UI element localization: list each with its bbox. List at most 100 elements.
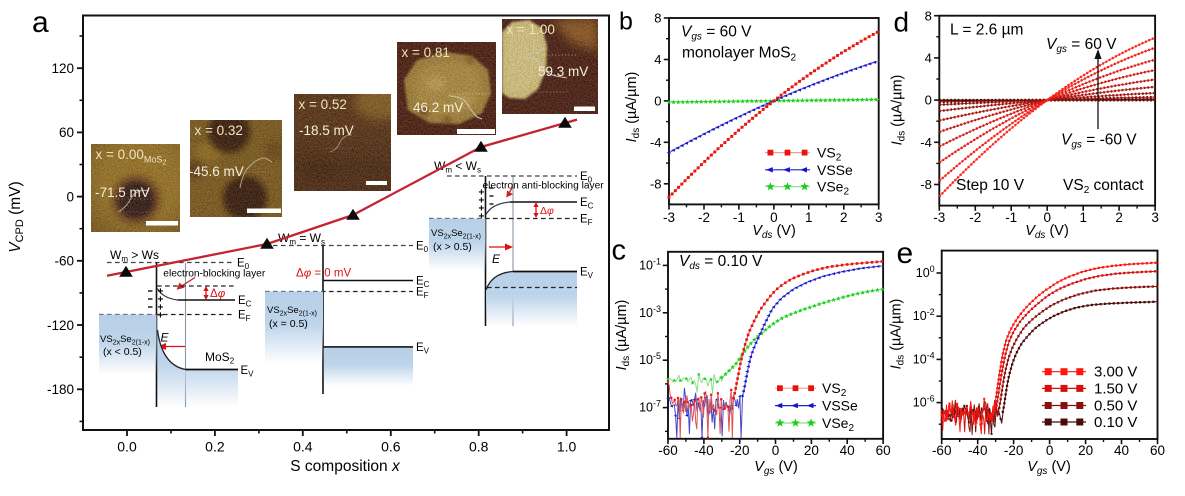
- svg-text:VS2 contact: VS2 contact: [1063, 177, 1144, 196]
- svg-text:-71.5 mV: -71.5 mV: [95, 185, 150, 200]
- svg-text:Ids (µA/µm): Ids (µA/µm): [890, 75, 908, 146]
- svg-text:1: 1: [1079, 210, 1087, 225]
- svg-text:Wm > Ws: Wm > Ws: [110, 248, 159, 264]
- svg-text:59.3 mV: 59.3 mV: [538, 64, 588, 79]
- svg-text:8: 8: [654, 11, 661, 26]
- svg-text:-45.6 mV: -45.6 mV: [189, 164, 244, 179]
- svg-text:VSSe: VSSe: [822, 398, 858, 414]
- svg-text:Δφ = 0 mV: Δφ = 0 mV: [296, 268, 351, 280]
- svg-text:Ids (µA/µm): Ids (µA/µm): [614, 300, 632, 371]
- svg-text:0: 0: [770, 210, 778, 225]
- svg-text:0.4: 0.4: [293, 439, 313, 455]
- svg-text:0: 0: [1046, 443, 1054, 458]
- svg-text:VS2: VS2: [822, 380, 847, 399]
- svg-text:-1: -1: [1005, 210, 1017, 225]
- svg-text:60: 60: [876, 443, 891, 458]
- svg-text:+: +: [479, 204, 485, 215]
- svg-text:MoS2: MoS2: [205, 350, 235, 366]
- svg-text:3: 3: [875, 210, 883, 225]
- svg-text:Ids (µA/µm): Ids (µA/µm): [889, 299, 907, 370]
- svg-text:VS2: VS2: [817, 145, 842, 164]
- svg-text:-3: -3: [663, 210, 675, 225]
- svg-text:-60: -60: [658, 443, 678, 458]
- svg-text:60: 60: [59, 125, 74, 140]
- svg-text:Wm < Ws: Wm < Ws: [434, 159, 481, 175]
- svg-text:Vgs (V): Vgs (V): [754, 459, 798, 477]
- svg-text:Δφ: Δφ: [210, 288, 226, 300]
- svg-text:VSe2: VSe2: [822, 415, 854, 434]
- svg-text:-4: -4: [650, 135, 662, 150]
- svg-text:x = 0.52: x = 0.52: [299, 97, 347, 112]
- svg-text:x = 1.00: x = 1.00: [507, 22, 555, 37]
- svg-text:Step 10 V: Step 10 V: [956, 177, 1025, 194]
- svg-text:Ids (µA/µm): Ids (µA/µm): [624, 72, 642, 143]
- svg-text:a: a: [32, 6, 49, 39]
- svg-text:-40: -40: [968, 443, 988, 458]
- svg-text:-20: -20: [1004, 443, 1024, 458]
- svg-text:-4: -4: [920, 135, 932, 150]
- svg-text:2: 2: [1115, 210, 1123, 225]
- svg-text:2: 2: [840, 210, 848, 225]
- svg-text:0: 0: [772, 443, 780, 458]
- svg-text:-20: -20: [730, 443, 750, 458]
- svg-text:+: +: [479, 188, 485, 199]
- svg-text:E: E: [161, 331, 170, 345]
- svg-text:0.50 V: 0.50 V: [1094, 398, 1137, 415]
- svg-text:+: +: [158, 295, 164, 306]
- svg-text:Vds (V): Vds (V): [752, 223, 796, 241]
- svg-text:-1: -1: [733, 210, 745, 225]
- svg-text:0: 0: [925, 93, 932, 108]
- svg-text:e: e: [897, 237, 914, 270]
- svg-text:E: E: [492, 252, 501, 266]
- svg-text:Δφ: Δφ: [540, 205, 554, 217]
- svg-text:-8: -8: [650, 176, 662, 191]
- svg-text:1: 1: [805, 210, 813, 225]
- svg-text:Vds = 0.10 V: Vds = 0.10 V: [679, 253, 763, 272]
- svg-text:(x < 0.5): (x < 0.5): [103, 346, 142, 358]
- svg-text:3: 3: [1151, 210, 1159, 225]
- svg-text:-8: -8: [920, 177, 932, 192]
- svg-text:S composition x: S composition x: [290, 458, 401, 475]
- svg-text:0: 0: [1043, 210, 1051, 225]
- svg-text:46.2 mV: 46.2 mV: [413, 100, 463, 115]
- svg-text:0.2: 0.2: [205, 439, 225, 455]
- svg-text:8: 8: [925, 8, 932, 23]
- svg-text:(x > 0.5): (x > 0.5): [433, 241, 472, 253]
- svg-text:20: 20: [1078, 443, 1093, 458]
- svg-text:-2: -2: [698, 210, 710, 225]
- svg-text:+: +: [158, 287, 164, 298]
- svg-text:120: 120: [51, 61, 74, 76]
- svg-text:+: +: [158, 311, 164, 322]
- svg-text:+: +: [479, 196, 485, 207]
- svg-text:4: 4: [654, 52, 661, 67]
- svg-text:Vds (V): Vds (V): [1025, 223, 1069, 241]
- svg-text:VSSe: VSSe: [817, 162, 853, 178]
- svg-text:electron-blocking layer: electron-blocking layer: [163, 269, 266, 280]
- svg-text:40: 40: [840, 443, 855, 458]
- svg-text:0.6: 0.6: [381, 439, 401, 455]
- svg-text:0: 0: [66, 189, 74, 204]
- svg-text:-3: -3: [933, 210, 945, 225]
- svg-text:c: c: [612, 235, 627, 267]
- svg-text:20: 20: [804, 443, 819, 458]
- svg-text:0.0: 0.0: [117, 439, 137, 455]
- svg-text:-120: -120: [47, 318, 74, 333]
- svg-text:-60: -60: [54, 254, 74, 269]
- svg-text:monolayer MoS2: monolayer MoS2: [682, 45, 797, 64]
- svg-text:-40: -40: [694, 443, 714, 458]
- svg-text:VCPD (mV): VCPD (mV): [7, 181, 26, 252]
- svg-text:Vgs = 60 V: Vgs = 60 V: [681, 24, 752, 43]
- svg-text:Vgs (V): Vgs (V): [1027, 459, 1071, 477]
- svg-text:x = 0.32: x = 0.32: [195, 123, 243, 138]
- svg-text:+: +: [158, 303, 164, 314]
- svg-text:VSe2: VSe2: [817, 179, 849, 198]
- svg-text:60: 60: [1150, 443, 1165, 458]
- svg-text:Vgs = -60 V: Vgs = -60 V: [1061, 132, 1137, 151]
- svg-text:d: d: [894, 7, 910, 38]
- svg-text:4: 4: [925, 51, 932, 66]
- svg-text:+: +: [479, 212, 485, 223]
- svg-text:3.00 V: 3.00 V: [1094, 364, 1137, 381]
- svg-text:-2: -2: [969, 210, 981, 225]
- svg-text:x = 0.81: x = 0.81: [402, 45, 450, 60]
- svg-text:1.0: 1.0: [557, 439, 577, 455]
